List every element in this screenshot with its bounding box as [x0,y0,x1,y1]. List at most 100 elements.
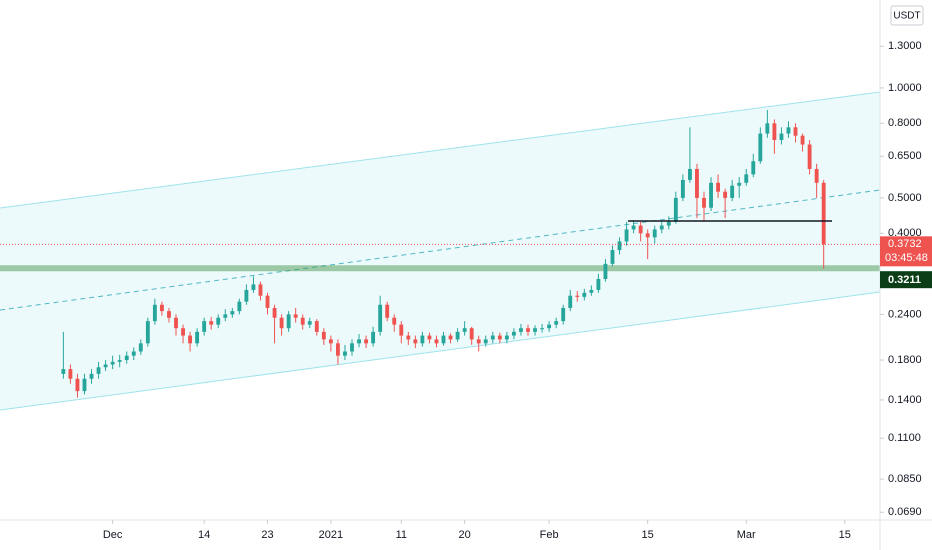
candle-body [343,351,347,356]
candle-body [124,355,129,361]
candle-body [420,335,425,344]
candle-body [209,321,214,325]
last-price-badge [880,236,932,267]
candle-body [568,295,573,308]
candle-body [687,168,692,180]
candle-body [75,378,80,392]
candle-body [617,241,622,251]
candle-body [82,378,87,392]
candle-body [293,314,298,318]
channel [0,91,881,411]
candle-body [61,369,66,374]
candle-body [547,324,552,329]
candle-body [138,343,143,352]
candle-body [772,123,777,141]
candle-body [638,225,643,234]
x-tick-label: 20 [459,529,471,541]
candle-body [680,179,685,198]
candle-body [779,133,784,141]
candle-body [533,328,537,332]
candle-body [314,321,319,332]
candle-body [202,321,207,332]
x-tick-label: 2021 [319,529,343,541]
x-tick-label: 11 [396,529,407,541]
candle-body [265,295,270,308]
candle-body [695,168,699,198]
y-tick-label: 0.1100 [888,432,921,444]
candle-body [751,161,756,175]
candle-body [540,328,545,330]
y-tick-label: 0.6500 [888,150,922,162]
candle-body [631,225,636,230]
y-tick-label: 1.0000 [888,82,922,94]
candle-body [624,229,629,242]
candle-body [561,307,566,322]
candle-body [469,328,474,340]
x-tick-label: Feb [540,529,559,541]
candle-body [511,331,516,336]
candle-body [286,314,291,329]
x-tick-label: Dec [103,529,123,541]
candle-body [68,369,73,379]
candle-body [272,307,277,318]
candle-body [504,335,509,340]
y-tick-label: 0.1800 [888,354,922,366]
candle-body [230,311,235,315]
candle-body [96,367,101,374]
y-tick-label: 0.5000 [888,192,922,204]
candle-body [279,317,284,329]
candle-body [321,331,326,340]
plot [0,110,880,398]
candle-body [702,197,706,208]
candle-body [103,364,108,368]
candle-body [364,339,369,344]
y-tick-label: 0.0690 [888,506,922,518]
channel-upper [0,91,881,209]
candle-body [645,233,650,238]
candle-body [392,317,397,325]
candle-body [307,321,312,325]
candle-body [807,144,812,169]
candle-body [673,197,678,222]
candle-body [181,328,185,336]
candle-body [652,229,657,238]
y-tick-label: 0.0850 [888,473,922,485]
countdown: 03:45:48 [885,252,928,264]
y-tick-label: 0.1400 [888,394,922,406]
candle-body [434,339,439,344]
candle-body [385,304,390,318]
candle-body [476,339,481,344]
candle-body [89,373,94,379]
channel-lower [0,291,881,411]
y-tick-label: 0.4000 [888,227,922,239]
axes: 1.3000 1.0000 0.8000 0.6500 0.5000 0.4000 0.24… [103,40,932,541]
candle-body [666,221,671,226]
candle-body [441,335,446,344]
candle-body [244,289,249,302]
candle-body [483,339,488,344]
candle-body [328,339,333,344]
candle-body [723,191,728,198]
candle-body [575,295,580,297]
candle-body [167,311,171,318]
candle-body [117,360,122,362]
candle-body [596,278,601,290]
candle-body [589,289,594,293]
x-tick-label: 15 [642,529,654,541]
candle-body [821,182,826,245]
candle-body [300,317,305,325]
candle-body [258,284,263,296]
candle-body [744,174,749,183]
candle-body [554,321,559,325]
candle-body [195,331,200,344]
candle-body [786,127,791,134]
candle-body [357,339,361,344]
currency-box[interactable] [890,5,924,26]
candle-body [737,182,742,186]
candle-body [716,182,721,192]
candle-body [730,185,735,198]
candle-body [497,335,502,340]
candle-body [145,321,150,344]
candle-body [519,328,523,332]
level-label: 0.3211 [888,274,921,286]
